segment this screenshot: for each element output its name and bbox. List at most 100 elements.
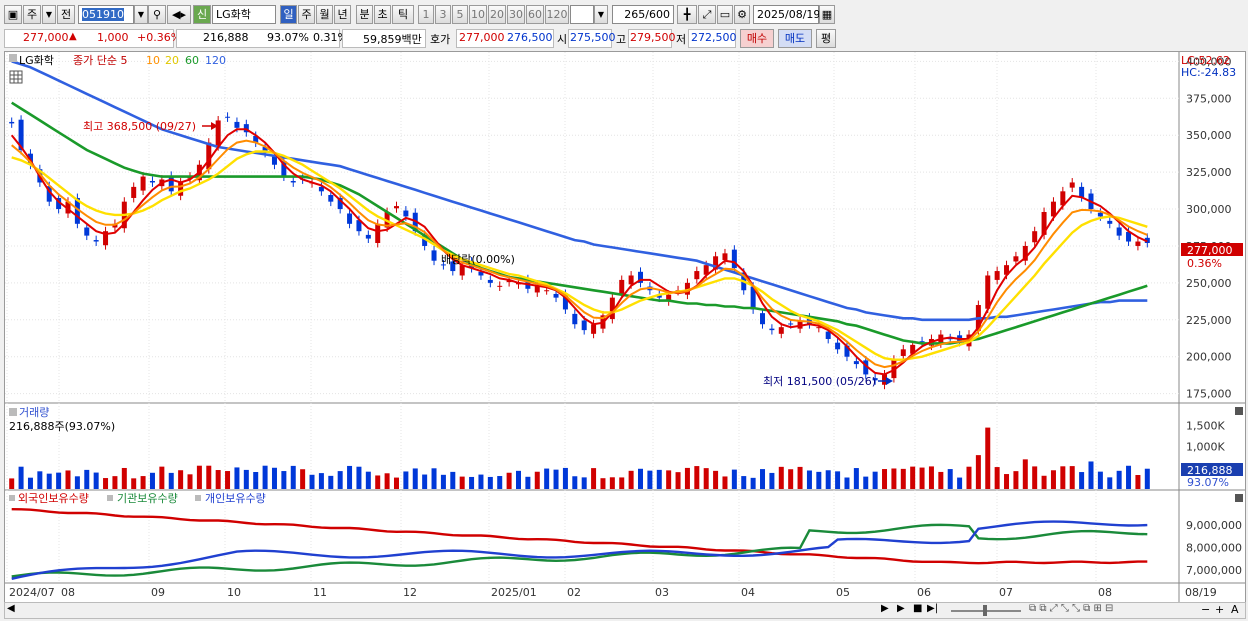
volume-bar	[65, 470, 71, 489]
interval-3[interactable]: 3	[435, 5, 451, 24]
candle	[562, 293, 568, 310]
scroll-right-icon[interactable]: ▶	[881, 603, 889, 614]
sell-button[interactable]: 매도	[778, 29, 812, 48]
x-tick-label: 12	[403, 586, 417, 599]
volume-bar	[300, 469, 306, 489]
end-icon[interactable]: ▶|	[927, 603, 939, 614]
interval-input[interactable]	[570, 5, 594, 24]
tab-week[interactable]: 주	[298, 5, 315, 24]
volume-bar	[985, 427, 991, 489]
zoom-out-icon[interactable]: −	[1201, 603, 1211, 616]
volume-bar	[872, 471, 878, 489]
interval-30[interactable]: 30	[507, 5, 525, 24]
tab-minute[interactable]: 분	[356, 5, 373, 24]
market-select[interactable]: 주	[23, 5, 41, 24]
volume-bar	[1032, 466, 1038, 489]
candle	[1060, 191, 1066, 206]
candle	[882, 374, 888, 385]
candle	[271, 156, 277, 165]
eval-button[interactable]: 평	[816, 29, 836, 48]
volume-bar	[290, 465, 296, 489]
candle	[694, 271, 700, 280]
volume-bar	[440, 474, 446, 489]
save-icon[interactable]: ▭	[717, 5, 733, 24]
stop-icon[interactable]: ■	[913, 603, 923, 614]
candle	[1135, 241, 1141, 246]
tab-month[interactable]: 월	[316, 5, 333, 24]
candle	[619, 279, 625, 294]
legend-square-icon	[107, 495, 113, 501]
y-tick-label: 200,000	[1186, 351, 1232, 364]
x-tick-label: 08/19	[1185, 586, 1217, 599]
x-tick-label: 02	[567, 586, 581, 599]
volume-bar	[825, 470, 831, 489]
tab-tick[interactable]: 틱	[392, 5, 414, 24]
tab-second[interactable]: 초	[374, 5, 391, 24]
tab-day[interactable]: 일	[280, 5, 297, 24]
volume-bar	[816, 471, 822, 489]
legend-ma60: 60	[185, 54, 199, 67]
new-badge[interactable]: 신	[193, 5, 211, 24]
zoom-in-icon[interactable]: +	[1215, 603, 1225, 616]
date-input[interactable]: 2025/08/19	[753, 5, 820, 24]
candle	[994, 271, 1000, 280]
volume-bar	[253, 471, 259, 489]
scroll-left-icon[interactable]: ◀	[7, 603, 15, 614]
stock-name-field: LG화학	[212, 5, 276, 24]
close-panel-icon[interactable]	[1235, 494, 1243, 502]
calendar-icon[interactable]: ▦	[819, 5, 835, 24]
interval-1[interactable]: 1	[418, 5, 434, 24]
interval-10[interactable]: 10	[469, 5, 487, 24]
volume-bar	[159, 466, 165, 489]
volume-bar	[619, 477, 625, 489]
candle	[1041, 211, 1047, 235]
table-toggle-icon[interactable]	[9, 70, 23, 84]
sound-icon[interactable]: ◀▸	[167, 5, 191, 24]
candle	[243, 124, 249, 133]
zoom-slider-handle[interactable]	[983, 605, 987, 616]
volume-bar	[769, 472, 775, 489]
horizontal-scrollbar[interactable]: ◀ ▶ ▶ ■ ▶| ⧉ ⧉ ⤢ ⤡ ⤡ ⧉ ⊞ ⊟ − + A	[4, 602, 1246, 619]
code-dropdown-icon[interactable]: ▼	[134, 5, 148, 24]
tab-year[interactable]: 년	[334, 5, 351, 24]
candle	[778, 327, 784, 334]
candle	[703, 265, 709, 275]
chart-area[interactable]: 400,000375,000350,000325,000300,000275,0…	[4, 51, 1246, 604]
lc-label: LC:52.62	[1181, 54, 1230, 67]
gear-icon[interactable]: ⚙	[734, 5, 750, 24]
count-field[interactable]: 265/600	[612, 5, 674, 24]
price-change: 1,000	[97, 31, 129, 44]
prev-button[interactable]: 전	[57, 5, 75, 24]
x-tick-label: 2025/01	[491, 586, 537, 599]
candle	[103, 231, 109, 246]
play-icon[interactable]: ▶	[897, 603, 905, 614]
volume-bar	[309, 474, 315, 489]
interval-20[interactable]: 20	[488, 5, 506, 24]
tools-icons[interactable]: ⧉ ⧉ ⤢ ⤡ ⤡ ⧉ ⊞ ⊟	[1029, 603, 1114, 614]
y-tick-label: 325,000	[1186, 166, 1232, 179]
quote-bar: 277,000 ▲ 1,000 +0.36% 216,888 93.07% 0.…	[0, 28, 1248, 49]
stock-code-input[interactable]: 051910	[78, 5, 134, 24]
candle	[919, 341, 925, 343]
search-icon[interactable]: ⚲	[148, 5, 166, 24]
annotation-dividend: 배당락(0.00%)	[441, 253, 515, 266]
chart-type-icon[interactable]: ╋	[677, 5, 697, 24]
volume-bar	[497, 476, 503, 489]
volume-bar	[1126, 465, 1132, 489]
interval-5[interactable]: 5	[452, 5, 468, 24]
legend-ma20: 20	[165, 54, 179, 67]
volume-bar	[947, 469, 953, 489]
buy-button[interactable]: 매수	[740, 29, 774, 48]
font-size-icon[interactable]: A	[1231, 603, 1239, 616]
close-panel-icon[interactable]	[1235, 407, 1243, 415]
legend-square-icon	[9, 495, 15, 501]
interval-60[interactable]: 60	[526, 5, 544, 24]
current-pct-text: 0.36%	[1187, 257, 1222, 270]
volume-bar	[1097, 471, 1103, 489]
layout-icon[interactable]: ▣	[4, 5, 22, 24]
candle	[431, 250, 437, 261]
interval-dropdown-icon[interactable]: ▼	[594, 5, 608, 24]
crosshair-icon[interactable]: ⤢	[698, 5, 716, 24]
interval-120[interactable]: 120	[545, 5, 569, 24]
market-dropdown-icon[interactable]: ▼	[42, 5, 56, 24]
